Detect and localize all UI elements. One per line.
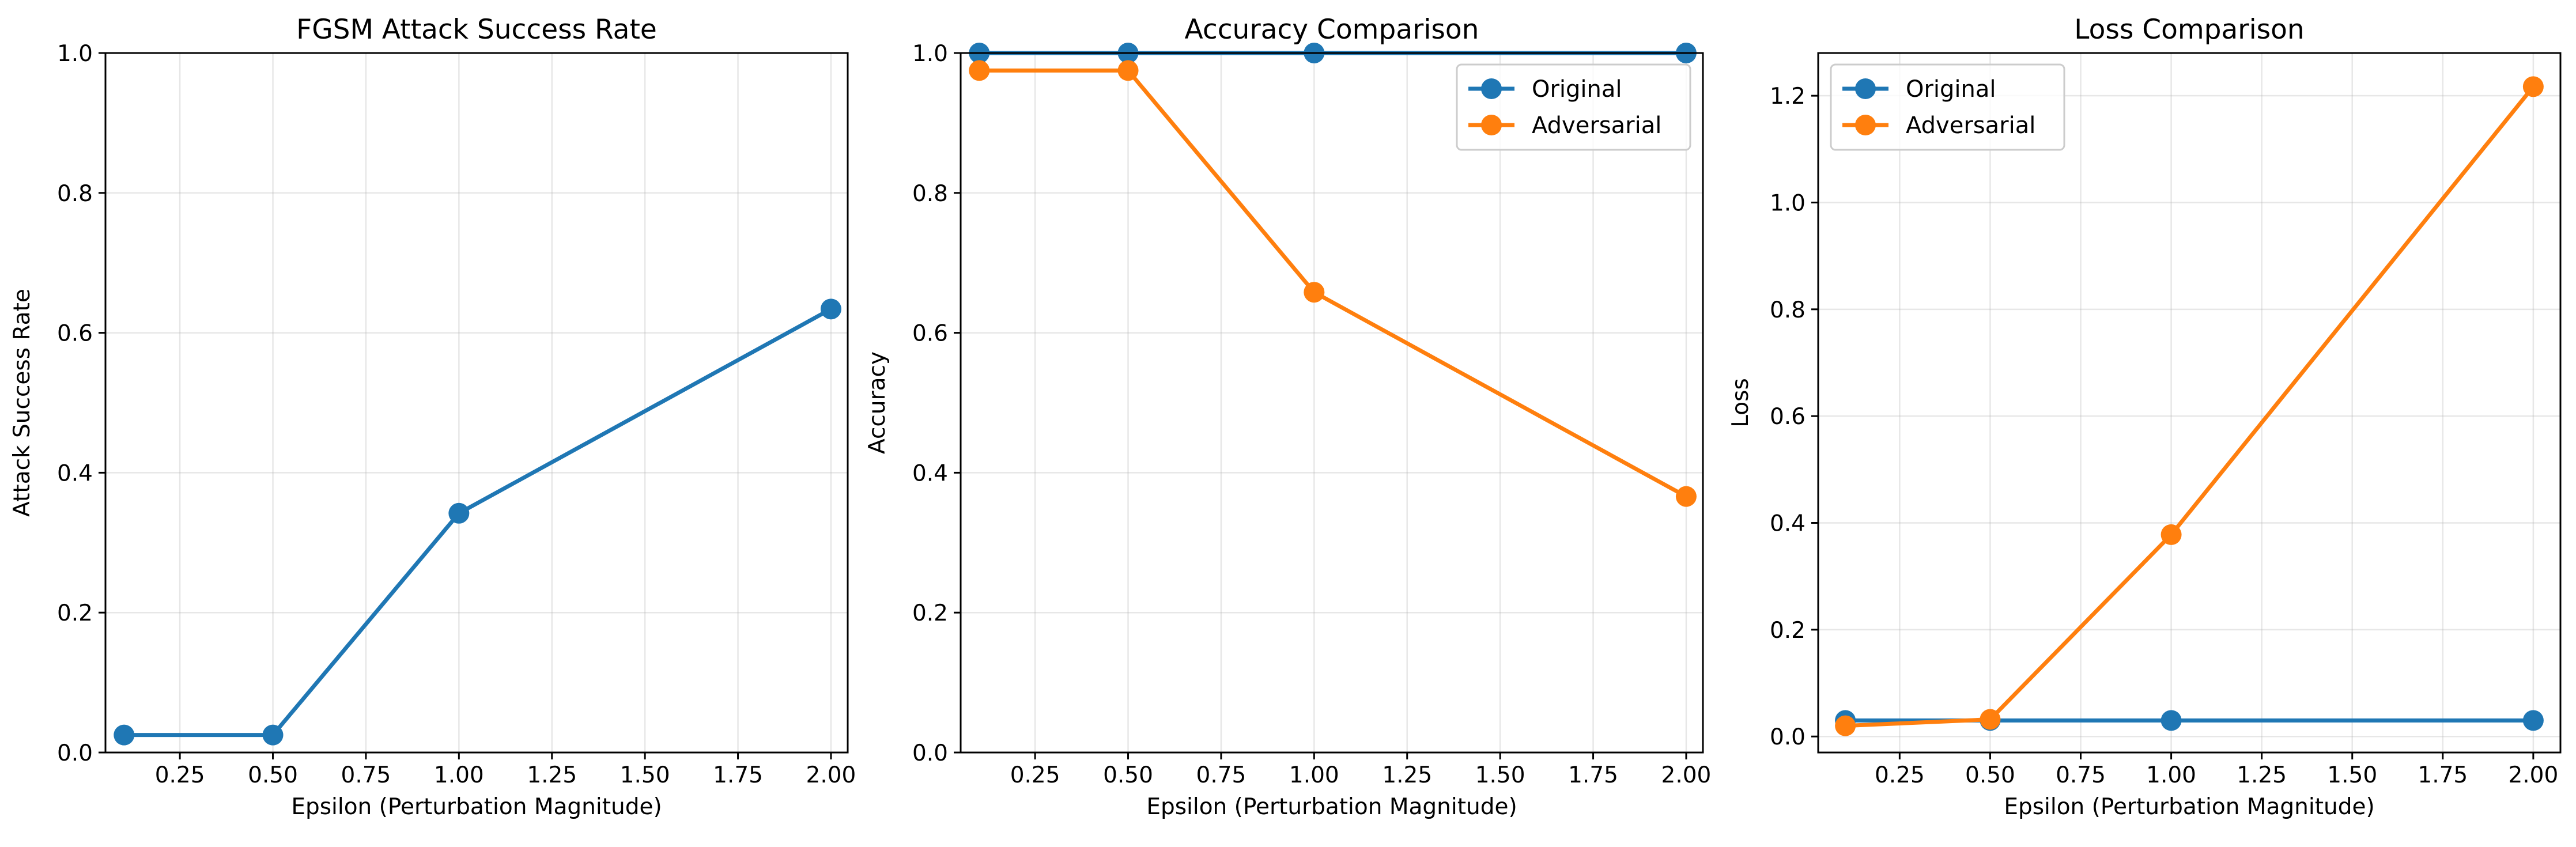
x-tick-label: 1.00	[2146, 762, 2196, 788]
x-tick-label: 1.50	[2327, 762, 2377, 788]
data-point	[448, 502, 470, 524]
data-point	[1980, 709, 2001, 730]
legend-marker	[1855, 115, 1876, 135]
x-tick-label: 2.00	[806, 762, 856, 788]
y-axis-label: Accuracy	[864, 351, 890, 454]
x-tick-label: 1.75	[2418, 762, 2468, 788]
legend: Original Adversarial	[1456, 63, 1691, 151]
x-tick-label: 1.00	[1289, 762, 1339, 788]
x-tick-label: 1.25	[1382, 762, 1432, 788]
x-tick-label: 1.50	[620, 762, 670, 788]
data-point	[2160, 524, 2182, 545]
chart-panel-1: 0.25 0.50 0.75 1.00 1.25 1.50 1.75 2.00 0.0 0.2 0.…	[9, 14, 856, 820]
series-line-main	[122, 307, 833, 738]
legend-marker	[1481, 115, 1502, 135]
y-tick-label: 1.0	[57, 41, 93, 67]
y-tick-label: 0.2	[57, 600, 93, 626]
y-tick-label: 1.0	[1770, 190, 1806, 216]
chart-title: Loss Comparison	[2074, 14, 2304, 46]
plot-frame	[104, 52, 849, 754]
legend-entry: Adversarial	[1906, 112, 2035, 139]
y-tick-label: 0.6	[912, 321, 948, 347]
y-tick-label: 0.8	[1770, 297, 1806, 323]
data-point	[2522, 76, 2544, 97]
y-tick-label: 0.2	[1770, 618, 1806, 644]
data-point	[114, 724, 135, 746]
chart-title: Accuracy Comparison	[1185, 14, 1479, 46]
series-line-adversarial	[1843, 84, 2536, 728]
chart-panel-3: 0.25 0.50 0.75 1.00 1.25 1.50 1.75 2.00 0.0 0.2 0.…	[1728, 14, 2562, 820]
y-tick-label: 0.8	[912, 181, 948, 207]
data-point	[1835, 715, 1856, 736]
y-axis-label: Attack Success Rate	[9, 289, 35, 517]
chart-title: FGSM Attack Success Rate	[296, 14, 657, 46]
legend-marker	[1481, 78, 1502, 99]
x-tick-label: 0.75	[341, 762, 391, 788]
y-tick-label: 0.8	[57, 181, 93, 207]
x-tick-label: 1.75	[1568, 762, 1618, 788]
y-tick-label: 0.4	[1770, 511, 1806, 537]
data-point	[1117, 60, 1139, 81]
y-tick-label: 0.0	[57, 740, 93, 766]
data-point	[262, 724, 284, 746]
chart-panel-2: 0.25 0.50 0.75 1.00 1.25 1.50 1.75 2.00 0.0 0.2 0.…	[864, 14, 1711, 820]
plot-frame	[1817, 52, 2562, 754]
y-tick-label: 0.6	[57, 321, 93, 347]
y-tick-label: 0.0	[1770, 724, 1806, 750]
legend-entry: Original	[1906, 76, 1996, 103]
x-axis-label: Epsilon (Perturbation Magnitude)	[2004, 794, 2374, 820]
x-tick-label: 0.25	[1010, 762, 1060, 788]
y-axis-label: Loss	[1728, 378, 1754, 428]
x-tick-label: 1.50	[1475, 762, 1525, 788]
x-tick-label: 1.00	[434, 762, 484, 788]
x-tick-label: 0.25	[155, 762, 205, 788]
x-tick-label: 0.75	[1196, 762, 1247, 788]
data-point	[1304, 282, 1325, 303]
y-tick-label: 0.2	[912, 600, 948, 626]
x-tick-label: 1.25	[527, 762, 577, 788]
legend: Original Adversarial	[1830, 63, 2065, 151]
x-tick-label: 1.25	[2237, 762, 2287, 788]
x-tick-label: 2.00	[1661, 762, 1712, 788]
legend-box	[1456, 63, 1691, 151]
y-tick-label: 0.6	[1770, 404, 1806, 430]
x-tick-label: 0.50	[1965, 762, 2015, 788]
y-tick-label: 1.0	[912, 41, 948, 67]
y-tick-label: 0.4	[57, 460, 93, 486]
data-point	[2522, 710, 2544, 731]
data-point	[820, 298, 841, 320]
plot-frame	[960, 52, 1704, 754]
data-point	[1675, 486, 1697, 507]
y-tick-label: 0.0	[912, 740, 948, 766]
legend-entry: Adversarial	[1532, 112, 1661, 139]
legend-entry: Original	[1532, 76, 1622, 103]
legend-box	[1830, 63, 2065, 151]
y-tick-label: 0.4	[912, 460, 948, 486]
x-axis-label: Epsilon (Perturbation Magnitude)	[1146, 794, 1517, 820]
series-line-adversarial	[977, 68, 1689, 499]
x-axis-label: Epsilon (Perturbation Magnitude)	[291, 794, 662, 820]
x-tick-label: 0.25	[1875, 762, 1925, 788]
x-tick-label: 0.50	[1103, 762, 1153, 788]
x-tick-label: 2.00	[2508, 762, 2558, 788]
x-tick-label: 0.75	[2056, 762, 2106, 788]
legend-marker	[1855, 78, 1876, 99]
x-tick-label: 1.75	[713, 762, 763, 788]
y-tick-label: 1.2	[1770, 84, 1806, 109]
data-point	[969, 60, 990, 81]
data-point	[2160, 710, 2182, 731]
x-tick-label: 0.50	[248, 762, 298, 788]
